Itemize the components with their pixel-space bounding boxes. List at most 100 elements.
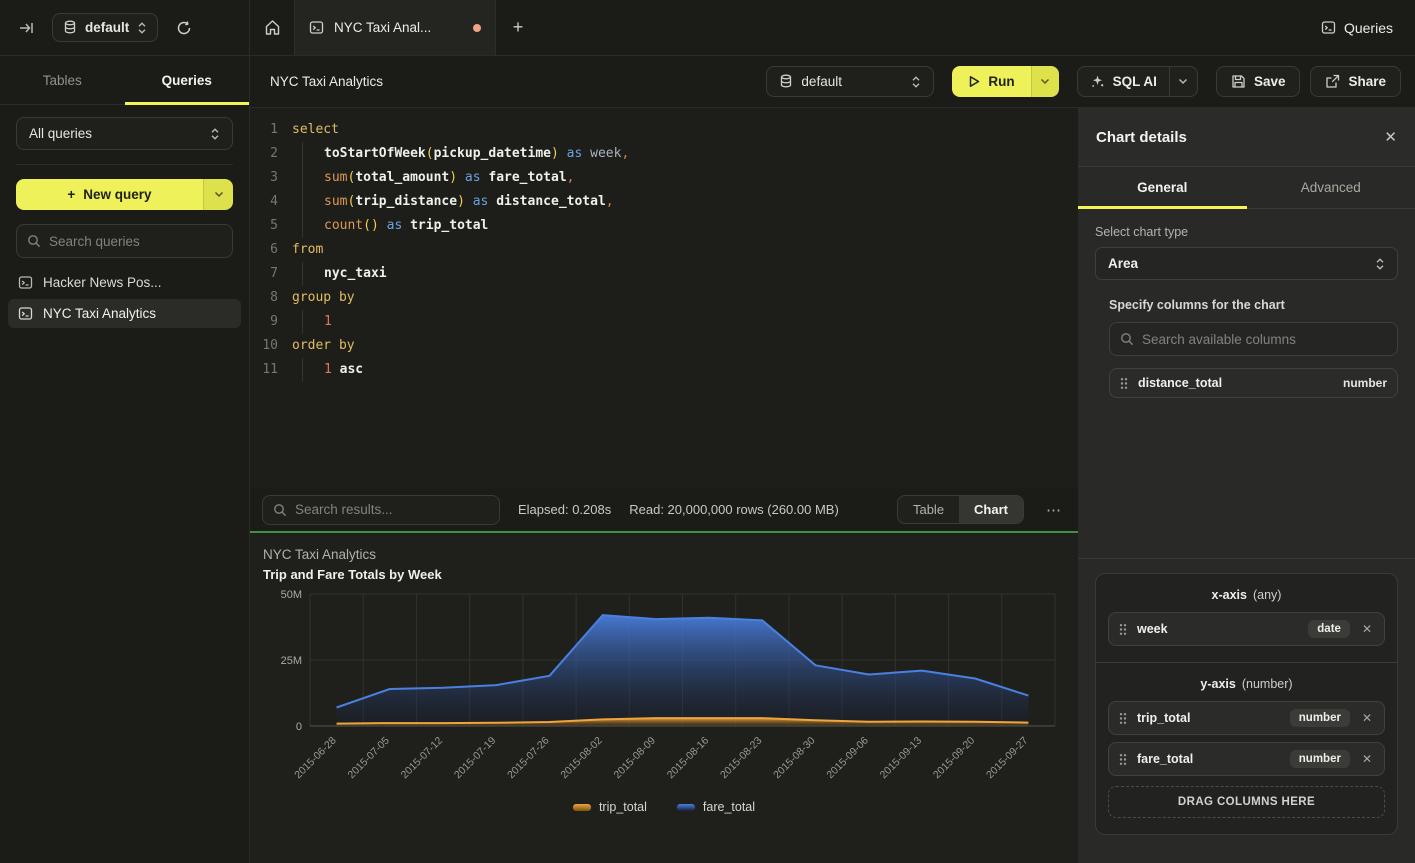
queries-filter-value: All queries bbox=[29, 126, 93, 141]
remove-column-button[interactable]: ✕ bbox=[1360, 711, 1374, 725]
tab-queries[interactable]: Queries bbox=[124, 56, 250, 105]
sidebar: Tables Queries All queries + New query bbox=[0, 56, 250, 863]
elapsed-status: Elapsed: 0.208s bbox=[518, 502, 612, 517]
chart-legend: trip_total fare_total bbox=[263, 800, 1065, 814]
search-icon bbox=[28, 235, 41, 248]
sql-ai-dropdown-button[interactable] bbox=[1168, 67, 1197, 96]
svg-text:2015-07-05: 2015-07-05 bbox=[345, 735, 392, 782]
close-panel-button[interactable]: ✕ bbox=[1384, 128, 1397, 146]
share-button[interactable]: Share bbox=[1310, 66, 1401, 97]
query-toolbar: NYC Taxi Analytics default Run bbox=[250, 56, 1415, 108]
results-search bbox=[262, 494, 500, 525]
database-selector[interactable]: default bbox=[52, 13, 159, 42]
terminal-icon bbox=[309, 21, 324, 34]
svg-text:2015-08-30: 2015-08-30 bbox=[771, 735, 818, 782]
chevron-updown-icon bbox=[912, 75, 920, 88]
share-label: Share bbox=[1348, 74, 1386, 89]
new-tab-button[interactable]: + bbox=[496, 0, 540, 55]
spacer bbox=[1095, 398, 1398, 558]
run-split-button: Run bbox=[952, 66, 1059, 97]
plus-icon: + bbox=[67, 187, 76, 202]
run-dropdown-button[interactable] bbox=[1030, 66, 1059, 97]
unsaved-changes-dot bbox=[473, 23, 481, 32]
svg-text:2015-08-23: 2015-08-23 bbox=[718, 735, 765, 782]
collapse-sidebar-button[interactable] bbox=[14, 16, 38, 40]
columns-search-input[interactable] bbox=[1142, 331, 1387, 347]
refresh-icon bbox=[178, 20, 191, 34]
queries-panel-button[interactable]: Queries bbox=[1299, 0, 1415, 55]
column-type-badge: number bbox=[1289, 750, 1350, 768]
tabstrip: NYC Taxi Anal... + bbox=[250, 0, 1299, 55]
chart-type-select[interactable]: Area bbox=[1095, 247, 1398, 280]
run-database-selector[interactable]: default bbox=[766, 66, 935, 97]
chevron-updown-icon bbox=[211, 127, 219, 140]
close-icon: ✕ bbox=[1361, 711, 1372, 725]
drag-handle-icon bbox=[1119, 712, 1127, 724]
details-tabs: General Advanced bbox=[1078, 167, 1415, 209]
query-list-item-selected[interactable]: NYC Taxi Analytics bbox=[8, 299, 241, 328]
queries-filter-select[interactable]: All queries bbox=[16, 117, 233, 150]
svg-text:2015-09-27: 2015-09-27 bbox=[984, 735, 1031, 782]
tab-tables[interactable]: Tables bbox=[42, 72, 82, 88]
query-search-input[interactable] bbox=[49, 233, 222, 249]
svg-text:2015-07-26: 2015-07-26 bbox=[505, 735, 552, 782]
new-query-button[interactable]: + New query bbox=[16, 179, 203, 210]
success-indicator-bar bbox=[250, 531, 1078, 533]
sparkle-icon bbox=[1091, 75, 1103, 87]
available-column-distance-total[interactable]: distance_total number bbox=[1109, 368, 1398, 398]
results-toolbar: Elapsed: 0.208s Read: 20,000,000 rows (2… bbox=[250, 488, 1078, 531]
chevron-down-icon bbox=[1041, 78, 1050, 85]
chevron-down-icon bbox=[1179, 78, 1188, 85]
sidebar-tabs: Tables Queries bbox=[0, 56, 249, 105]
query-list-item[interactable]: Hacker News Pos... bbox=[8, 268, 241, 297]
page-title: NYC Taxi Analytics bbox=[270, 74, 384, 89]
results-search-input[interactable] bbox=[295, 502, 489, 517]
table-view-button[interactable]: Table bbox=[912, 502, 945, 517]
database-selector-value: default bbox=[85, 20, 130, 35]
read-status: Read: 20,000,000 rows (260.00 MB) bbox=[629, 502, 839, 517]
remove-column-button[interactable]: ✕ bbox=[1360, 622, 1374, 636]
tab-advanced[interactable]: Advanced bbox=[1300, 180, 1361, 195]
share-icon bbox=[1326, 74, 1340, 88]
sql-ai-label: SQL AI bbox=[1112, 74, 1157, 89]
x-axis-title: x-axis (any) bbox=[1211, 588, 1282, 602]
y-axis-column-fare-total[interactable]: fare_total number ✕ bbox=[1108, 742, 1385, 776]
svg-text:2015-06-28: 2015-06-28 bbox=[292, 735, 339, 782]
sql-ai-button[interactable]: SQL AI bbox=[1078, 67, 1169, 96]
new-query-dropdown-button[interactable] bbox=[203, 179, 233, 210]
run-database-value: default bbox=[801, 74, 842, 89]
chart-view-button[interactable]: Chart bbox=[959, 496, 1023, 523]
sql-ai-split-button: SQL AI bbox=[1076, 66, 1198, 97]
legend-swatch bbox=[572, 803, 591, 811]
queries-panel-label: Queries bbox=[1343, 19, 1393, 36]
chart-subtitle: Trip and Fare Totals by Week bbox=[263, 567, 442, 582]
play-icon bbox=[970, 76, 980, 87]
save-icon bbox=[1232, 75, 1245, 88]
legend-label: trip_total bbox=[598, 800, 647, 814]
y-axis-section: y-axis (number) trip_total number ✕ bbox=[1096, 662, 1397, 834]
search-icon bbox=[274, 503, 287, 516]
refresh-button[interactable] bbox=[172, 16, 196, 40]
tab-general[interactable]: General bbox=[1078, 167, 1247, 209]
chart-type-value: Area bbox=[1108, 256, 1139, 271]
legend-swatch bbox=[676, 803, 695, 811]
legend-item-fare-total[interactable]: fare_total bbox=[676, 800, 755, 814]
topbar: default NYC Taxi Anal... + Queries bbox=[0, 0, 1415, 56]
home-tab[interactable] bbox=[250, 0, 294, 55]
drag-columns-dropzone[interactable]: DRAG COLUMNS HERE bbox=[1108, 786, 1385, 818]
query-tab[interactable]: NYC Taxi Anal... bbox=[294, 0, 496, 55]
collapse-sidebar-icon bbox=[20, 22, 33, 33]
x-axis-column-week[interactable]: week date ✕ bbox=[1108, 612, 1385, 646]
more-options-button[interactable]: ⋯ bbox=[1042, 501, 1066, 519]
query-item-label: NYC Taxi Analytics bbox=[43, 306, 157, 321]
new-query-split-button: + New query bbox=[16, 179, 233, 210]
sql-editor[interactable]: 1 select 2 toStartOfWeek(pickup_datetime) a… bbox=[250, 108, 1078, 488]
run-button[interactable]: Run bbox=[952, 66, 1031, 97]
remove-column-button[interactable]: ✕ bbox=[1360, 752, 1374, 766]
svg-text:2015-09-06: 2015-09-06 bbox=[824, 735, 871, 782]
legend-item-trip-total[interactable]: trip_total bbox=[572, 800, 647, 814]
save-button[interactable]: Save bbox=[1215, 66, 1301, 97]
y-axis-column-trip-total[interactable]: trip_total number ✕ bbox=[1108, 701, 1385, 735]
database-icon bbox=[64, 20, 76, 34]
